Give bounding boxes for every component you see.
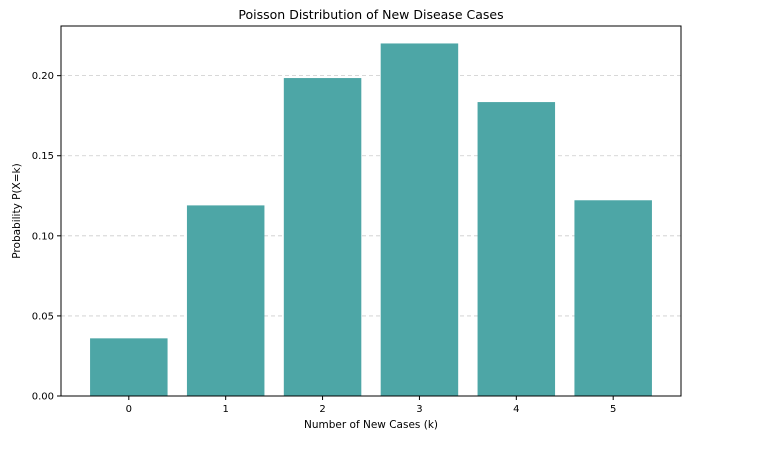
y-tick-label: 0.15 xyxy=(32,151,54,162)
bar-k-5 xyxy=(574,200,652,396)
y-ticks: 0.00 0.05 0.10 0.15 0.20 xyxy=(32,71,61,403)
x-tick-label: 5 xyxy=(610,404,616,415)
bar-k-4 xyxy=(477,102,556,397)
x-tick-label: 1 xyxy=(223,404,229,415)
bar-k-0 xyxy=(90,338,168,396)
x-ticks: 0 1 2 3 4 5 xyxy=(126,396,616,415)
bar-k-3 xyxy=(380,43,459,397)
gridlines xyxy=(61,75,681,317)
y-axis-label: Probability P(X=k) xyxy=(11,163,23,258)
bar-k-2 xyxy=(283,78,362,396)
x-tick-label: 3 xyxy=(416,404,422,415)
bars xyxy=(90,43,652,397)
y-tick-label: 0.05 xyxy=(32,311,54,322)
x-tick-label: 2 xyxy=(319,404,325,415)
x-tick-label: 0 xyxy=(126,404,132,415)
bar-k-1 xyxy=(186,205,265,396)
y-tick-label: 0.00 xyxy=(32,392,54,403)
x-axis-label: Number of New Cases (k) xyxy=(304,419,438,431)
x-tick-label: 4 xyxy=(513,404,519,415)
plot-frame xyxy=(60,25,682,397)
y-tick-label: 0.10 xyxy=(32,231,54,242)
y-tick-label: 0.20 xyxy=(32,71,54,82)
chart-title: Poisson Distribution of New Disease Case… xyxy=(238,7,503,22)
